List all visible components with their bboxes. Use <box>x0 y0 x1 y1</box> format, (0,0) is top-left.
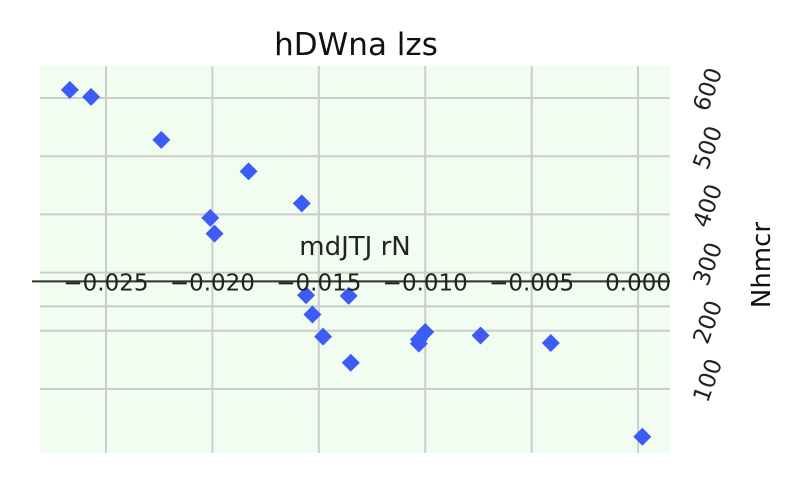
data-point <box>303 305 322 324</box>
data-point <box>341 353 360 372</box>
data-point <box>633 427 652 446</box>
y-axis-label: Nhmcr <box>747 222 777 309</box>
x-tick-label: −0.010 <box>383 270 468 296</box>
data-point <box>152 130 171 149</box>
x-tick-label: −0.005 <box>489 270 574 296</box>
y-tick-label: 500 <box>689 123 728 173</box>
data-point <box>471 326 490 345</box>
x-tick-label: −0.020 <box>170 270 255 296</box>
data-point <box>339 286 358 305</box>
x-tick-label: −0.025 <box>63 270 148 296</box>
y-tick-label: 300 <box>689 239 728 289</box>
data-point <box>201 208 220 227</box>
data-point <box>314 327 333 346</box>
y-tick-label: 600 <box>689 65 728 115</box>
data-point <box>60 80 79 99</box>
y-tick-label: 200 <box>689 297 728 347</box>
data-points <box>60 80 652 446</box>
y-tick-labels: 100 200 300 400 500 600 <box>689 65 728 406</box>
data-point <box>239 162 258 181</box>
y-tick-label: 400 <box>689 181 728 231</box>
data-point <box>297 286 316 305</box>
x-tick-labels: −0.025 −0.020 −0.015 −0.010 −0.005 0.000 <box>63 270 671 296</box>
y-tick-label: 100 <box>689 356 728 406</box>
data-point <box>416 322 435 341</box>
x-tick-label: 0.000 <box>605 270 671 296</box>
chart-title: hDWna lzs <box>274 27 438 63</box>
data-point <box>82 87 101 106</box>
data-point <box>409 334 428 353</box>
x-tick-label: −0.015 <box>276 270 361 296</box>
data-point <box>205 224 224 243</box>
grid-lines <box>40 66 670 453</box>
x-axis-label: mdJTJ rN <box>299 232 410 262</box>
data-point <box>541 334 560 353</box>
data-point <box>292 194 311 213</box>
